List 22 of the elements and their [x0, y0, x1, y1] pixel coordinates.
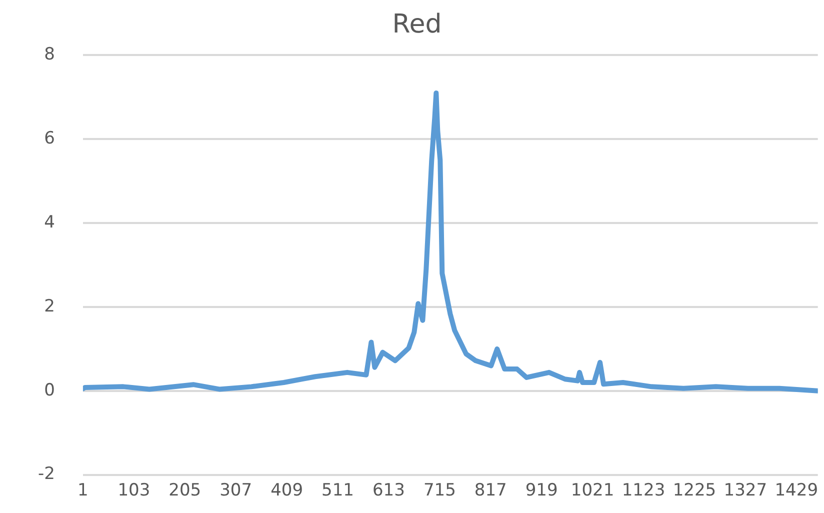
x-tick-label: 715: [423, 480, 456, 500]
x-tick-label: 205: [168, 480, 202, 500]
y-tick-label: 2: [44, 296, 55, 316]
x-tick-label: 1021: [570, 480, 614, 500]
x-tick-label: 1429: [774, 480, 818, 500]
x-tick-label: 817: [474, 480, 507, 500]
x-tick-label: 1225: [672, 480, 716, 500]
y-tick-label: 6: [44, 128, 55, 149]
x-tick-label: 919: [525, 480, 558, 500]
y-tick-label: 4: [44, 212, 55, 232]
y-tick-label: 0: [44, 380, 55, 400]
y-tick-label: -2: [38, 464, 55, 484]
x-tick-label: 511: [322, 480, 354, 500]
y-tick-label: 8: [44, 44, 55, 65]
x-tick-label: 1123: [622, 480, 666, 500]
x-tick-label: 1327: [724, 480, 768, 500]
x-tick-label: 1: [78, 480, 88, 500]
x-tick-label: 613: [372, 480, 405, 500]
x-tick-label: 103: [118, 480, 150, 500]
x-tick-label: 307: [220, 480, 252, 500]
x-tick-label: 409: [270, 480, 304, 500]
chart-title: Red: [392, 9, 442, 40]
